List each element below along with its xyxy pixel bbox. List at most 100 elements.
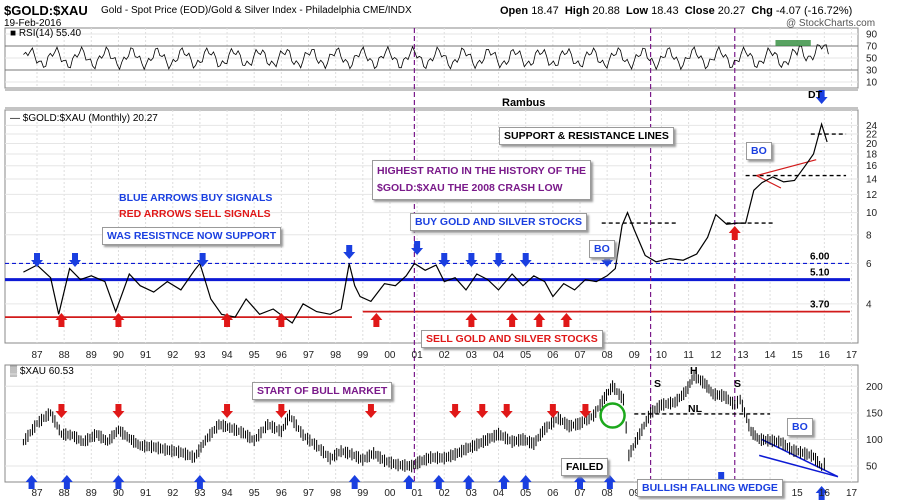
rsi-line	[23, 44, 829, 71]
xau-buy-arrow	[60, 475, 73, 489]
low-label: Low	[626, 5, 649, 17]
xau-buy-arrow	[25, 475, 38, 489]
wedge-upper-line	[761, 438, 839, 478]
main-x-tick-label: 98	[330, 350, 342, 361]
main-y-tick-label: 14	[866, 175, 878, 186]
xau-x-tick-label: 15	[792, 488, 804, 499]
main-y-tick-label: 24	[866, 121, 878, 132]
main-x-tick-label: 87	[31, 350, 43, 361]
open-label: Open	[500, 5, 529, 17]
start-bull-callout: START OF BULL MARKET	[252, 382, 393, 400]
main-x-tick-label: 17	[846, 350, 858, 361]
main-x-tick-label: 04	[493, 350, 505, 361]
panel-frame-xau	[4, 364, 859, 483]
main-x-tick-label: 08	[602, 350, 614, 361]
hs-right-shoulder-label: S	[734, 378, 742, 390]
high-value: 20.88	[592, 5, 620, 17]
main-panel-title: — $GOLD:$XAU (Monthly) 20.27	[10, 113, 158, 124]
sell-arrow	[275, 313, 288, 327]
level-label: 3.70	[810, 300, 830, 311]
xau-buy-arrow	[432, 475, 445, 489]
rsi-y-tick-label: 70	[866, 42, 878, 53]
buy-arrow	[438, 253, 451, 267]
sell-arrow	[112, 313, 125, 327]
xau-x-tick-label: 07	[574, 488, 586, 499]
main-x-tick-label: 13	[737, 350, 749, 361]
failed-circle	[599, 402, 626, 429]
xau-sell-arrow	[579, 404, 592, 418]
level-label: 5.10	[810, 268, 830, 279]
buy-arrow	[815, 90, 828, 104]
main-x-tick-label: 11	[683, 350, 694, 361]
sell-arrow	[221, 313, 234, 327]
xau-x-tick-label: 95	[249, 488, 261, 499]
bo-callout-2: BO	[746, 142, 772, 160]
xau-sell-arrow	[55, 404, 68, 418]
buy-arrow	[343, 245, 356, 259]
xau-x-tick-label: 09	[629, 488, 641, 499]
sell-arrow	[55, 313, 68, 327]
xau-x-tick-label: 03	[466, 488, 478, 499]
high-label: High	[564, 5, 590, 17]
xau-sell-arrow	[364, 404, 377, 418]
main-y-tick-label: 6	[866, 259, 872, 270]
xau-buy-arrow	[112, 475, 125, 489]
hs-left-shoulder-label: S	[654, 378, 662, 390]
main-x-tick-label: 99	[357, 350, 369, 361]
main-x-tick-label: 94	[221, 350, 233, 361]
xau-sell-arrow	[546, 404, 559, 418]
buy-arrow	[411, 241, 424, 255]
xau-x-tick-label: 90	[113, 488, 125, 499]
xau-x-tick-label: 96	[276, 488, 288, 499]
buy-arrow	[69, 253, 82, 267]
failed-callout: FAILED	[561, 458, 609, 476]
rsi-panel-title: ■ RSI(14) 55.40	[10, 28, 82, 39]
main-x-tick-label: 92	[167, 350, 179, 361]
xau-x-tick-label: 08	[602, 488, 614, 499]
xau-sell-arrow	[476, 404, 489, 418]
xau-sell-arrow	[112, 404, 125, 418]
rsi-y-tick-label: 90	[866, 30, 878, 41]
main-x-tick-label: 15	[792, 350, 804, 361]
sell-arrow	[533, 313, 546, 327]
xau-buy-arrow	[603, 475, 616, 489]
xau-buy-arrow	[519, 475, 532, 489]
support-resistance-callout: SUPPORT & RESISTANCE LINES	[499, 127, 674, 145]
red-triangle-lines	[756, 159, 817, 189]
xau-sell-arrow	[449, 404, 462, 418]
xau-x-tick-label: 91	[140, 488, 152, 499]
xau-x-tick-label: 04	[493, 488, 505, 499]
main-x-tick-label: 07	[574, 350, 586, 361]
main-x-tick-label: 09	[629, 350, 641, 361]
main-y-tick-label: 18	[866, 150, 878, 161]
open-value: 18.47	[531, 5, 559, 17]
xau-x-tick-label: 05	[520, 488, 532, 499]
main-x-tick-label: 02	[439, 350, 451, 361]
close-value: 20.27	[717, 5, 746, 17]
bo-callout-3: BO	[787, 418, 813, 436]
xau-x-tick-label: 97	[303, 488, 315, 499]
main-x-tick-label: 16	[819, 350, 831, 361]
buy-arrow	[31, 253, 43, 267]
main-y-tick-label: 12	[866, 190, 878, 201]
highest-ratio-line1: HIGHEST RATIO IN THE HISTORY OF THE	[377, 165, 587, 177]
xau-x-tick-label: 00	[384, 488, 396, 499]
main-x-tick-label: 97	[303, 350, 315, 361]
xau-buy-arrow	[348, 475, 361, 489]
sell-arrow	[560, 313, 573, 327]
bullish-wedge-callout: BULLISH FALLING WEDGE	[637, 479, 783, 497]
xau-sell-arrow	[275, 404, 288, 418]
level-label: 6.00	[810, 251, 830, 262]
buy-arrow	[465, 253, 478, 267]
main-y-tick-label: 22	[866, 130, 878, 141]
sell-arrow	[370, 313, 383, 327]
main-y-tick-label: 20	[866, 139, 878, 150]
main-x-tick-label: 05	[520, 350, 532, 361]
chart-symbol: $GOLD:$XAU	[4, 3, 88, 18]
main-y-tick-label: 4	[866, 299, 872, 310]
xau-sell-arrow	[221, 404, 234, 418]
main-y-tick-label: 8	[866, 230, 872, 241]
main-x-tick-label: 12	[710, 350, 722, 361]
resistance-support-callout: WAS RESISTNCE NOW SUPPORT	[102, 227, 282, 245]
